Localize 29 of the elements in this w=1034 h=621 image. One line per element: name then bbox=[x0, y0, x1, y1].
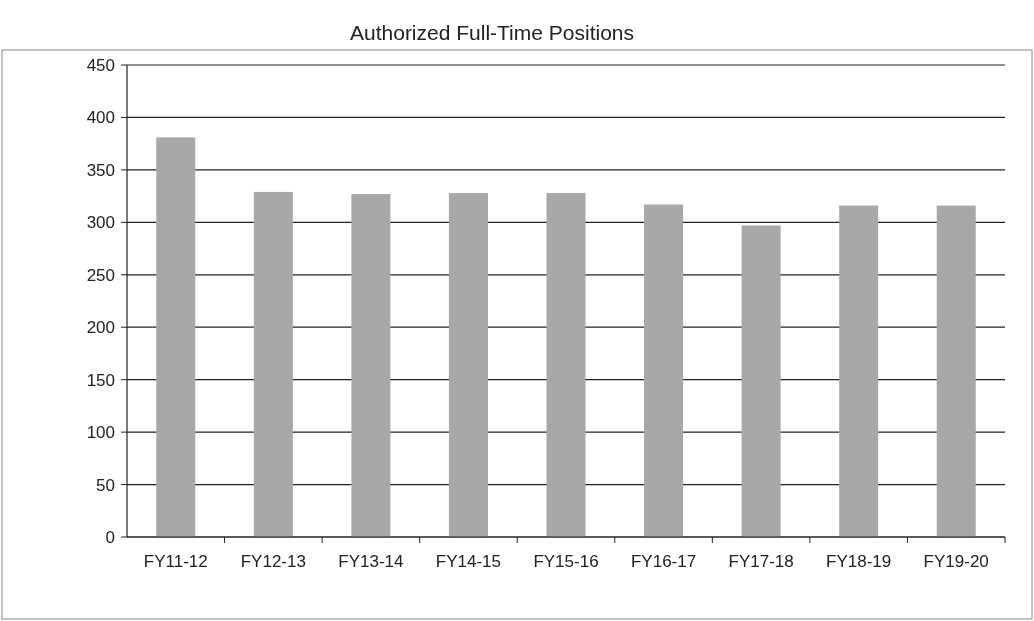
x-tick-label: FY17-18 bbox=[728, 552, 794, 571]
bar bbox=[448, 192, 488, 537]
y-tick-label: 450 bbox=[86, 55, 115, 75]
y-tick-label: 0 bbox=[105, 527, 115, 547]
y-tick-label: 100 bbox=[86, 423, 115, 443]
x-tick-label: FY12-13 bbox=[240, 552, 306, 571]
bar bbox=[839, 205, 879, 537]
x-tick-label: FY16-17 bbox=[630, 552, 697, 571]
bar bbox=[351, 194, 391, 537]
bar bbox=[546, 192, 586, 537]
bar bbox=[644, 204, 684, 537]
y-tick-label: 250 bbox=[86, 265, 115, 285]
y-tick-label: 150 bbox=[86, 370, 115, 390]
y-tick-label: 50 bbox=[96, 475, 115, 495]
y-tick-label: 350 bbox=[86, 160, 115, 180]
bar bbox=[741, 225, 781, 537]
x-tick-label: FY14-15 bbox=[435, 552, 502, 571]
bar bbox=[156, 137, 196, 537]
x-tick-label: FY19-20 bbox=[923, 552, 989, 571]
y-tick-label: 400 bbox=[86, 108, 115, 128]
y-tick-label: 300 bbox=[86, 213, 115, 233]
x-tick-label: FY13-14 bbox=[338, 552, 404, 571]
bar bbox=[253, 191, 293, 537]
chart-title: Authorized Full-Time Positions bbox=[350, 21, 634, 44]
x-tick-label: FY15-16 bbox=[533, 552, 599, 571]
x-tick-label: FY11-12 bbox=[143, 552, 208, 571]
y-tick-label: 200 bbox=[86, 318, 115, 338]
bar bbox=[936, 205, 976, 537]
x-tick-label: FY18-19 bbox=[826, 552, 892, 571]
